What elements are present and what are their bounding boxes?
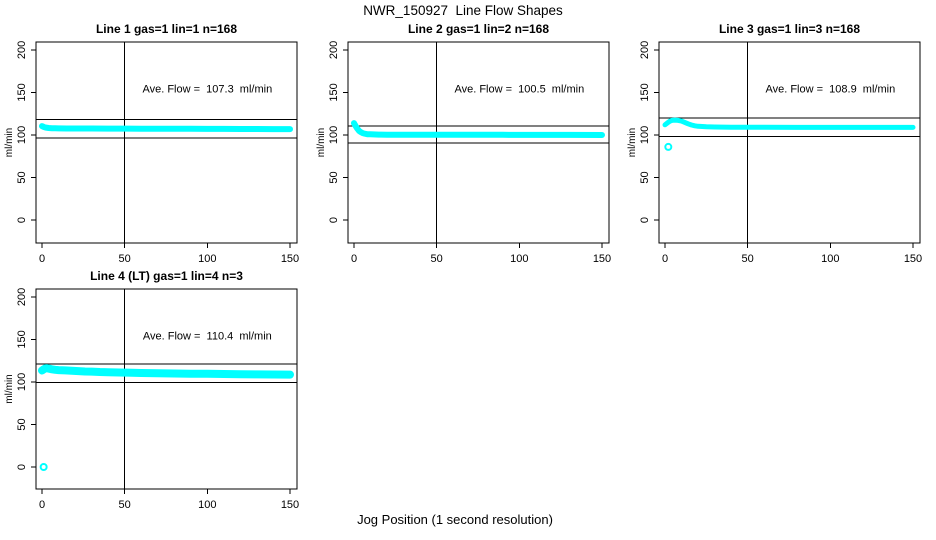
y-tick-label: 0 — [16, 464, 28, 470]
x-axis-title: Jog Position (1 second resolution) — [357, 512, 553, 527]
subplot-line-2: 0 50 100 150 0 50 100 150 200 Line 2 gas=1 lin=2 … — [316, 22, 611, 265]
y-tick-label: 0 — [639, 217, 651, 223]
x-tick-label: 100 — [198, 499, 216, 511]
subplot-title: Line 3 gas=1 lin=3 n=168 — [719, 22, 860, 36]
x-tick-label: 100 — [198, 253, 216, 265]
plot-box — [347, 41, 610, 244]
outlier-point — [39, 463, 48, 471]
axes-group — [654, 41, 921, 248]
outlier-point — [664, 142, 673, 151]
plot-box — [35, 41, 298, 244]
subplot-title: Line 1 gas=1 lin=1 n=168 — [96, 22, 237, 36]
x-tick-label: 100 — [510, 253, 528, 265]
y-axis-title: ml/min — [316, 128, 327, 157]
subplots-group: 0 50 100 150 0 50 100 150 200 Line 1 gas=1 lin=1 … — [4, 22, 922, 511]
y-tick-label: 0 — [328, 217, 340, 223]
subplot-title: Line 4 (LT) gas=1 lin=4 n=3 — [90, 269, 243, 283]
y-tick-label: 100 — [328, 126, 340, 144]
x-tick-label: 150 — [593, 253, 611, 265]
y-tick-label: 50 — [328, 171, 340, 183]
y-tick-label: 150 — [639, 83, 651, 101]
x-tick-label: 0 — [662, 253, 668, 265]
avg-flow-annotation: Ave. Flow = 100.5 ml/min — [454, 84, 584, 96]
y-axis-title: ml/min — [4, 374, 15, 403]
y-tick-label: 50 — [16, 418, 28, 430]
y-tick-label: 150 — [16, 83, 28, 101]
y-tick-label: 200 — [328, 41, 340, 59]
x-tick-label: 50 — [742, 253, 754, 265]
x-tick-label: 150 — [281, 499, 299, 511]
y-axis-title: ml/min — [4, 128, 15, 157]
y-tick-label: 100 — [16, 373, 28, 391]
data-band — [662, 117, 916, 130]
y-tick-label: 0 — [16, 217, 28, 223]
subplot-line-1: 0 50 100 150 0 50 100 150 200 Line 1 gas=1 lin=1 … — [4, 22, 299, 265]
y-tick-label: 200 — [16, 288, 28, 306]
y-tick-label: 150 — [328, 83, 340, 101]
y-axis-title: ml/min — [627, 128, 638, 157]
x-tick-label: 150 — [904, 253, 922, 265]
data-band — [351, 120, 605, 138]
y-tick-label: 100 — [639, 126, 651, 144]
y-tick-label: 50 — [16, 171, 28, 183]
avg-flow-annotation: Ave. Flow = 107.3 ml/min — [142, 84, 272, 96]
subplot-title: Line 2 gas=1 lin=2 n=168 — [408, 22, 549, 36]
x-tick-label: 0 — [39, 499, 45, 511]
y-tick-label: 200 — [639, 41, 651, 59]
plot-box — [658, 41, 921, 244]
data-band — [39, 123, 293, 133]
axes-group — [31, 41, 298, 248]
y-tick-label: 200 — [16, 41, 28, 59]
axes-group — [31, 288, 298, 494]
x-tick-label: 50 — [431, 253, 443, 265]
avg-flow-annotation: Ave. Flow = 110.4 ml/min — [143, 331, 272, 343]
x-tick-label: 0 — [351, 253, 357, 265]
x-tick-label: 150 — [281, 253, 299, 265]
chart-title: NWR_150927 Line Flow Shapes — [363, 3, 563, 18]
y-tick-label: 50 — [639, 171, 651, 183]
y-tick-label: 100 — [16, 126, 28, 144]
y-tick-label: 150 — [16, 330, 28, 348]
x-tick-label: 50 — [119, 253, 131, 265]
x-tick-label: 0 — [39, 253, 45, 265]
avg-flow-annotation: Ave. Flow = 108.9 ml/min — [765, 84, 895, 96]
x-tick-label: 100 — [821, 253, 839, 265]
subplot-line-4: 0 50 100 150 0 50 100 150 200 Line 4 (LT) gas=1 l… — [4, 269, 299, 511]
plot-box — [35, 288, 298, 490]
axes-group — [343, 41, 610, 248]
x-tick-label: 50 — [119, 499, 131, 511]
data-band — [38, 364, 294, 379]
subplot-line-3: 0 50 100 150 0 50 100 150 200 Line 3 gas=1 lin=3 … — [627, 22, 922, 265]
